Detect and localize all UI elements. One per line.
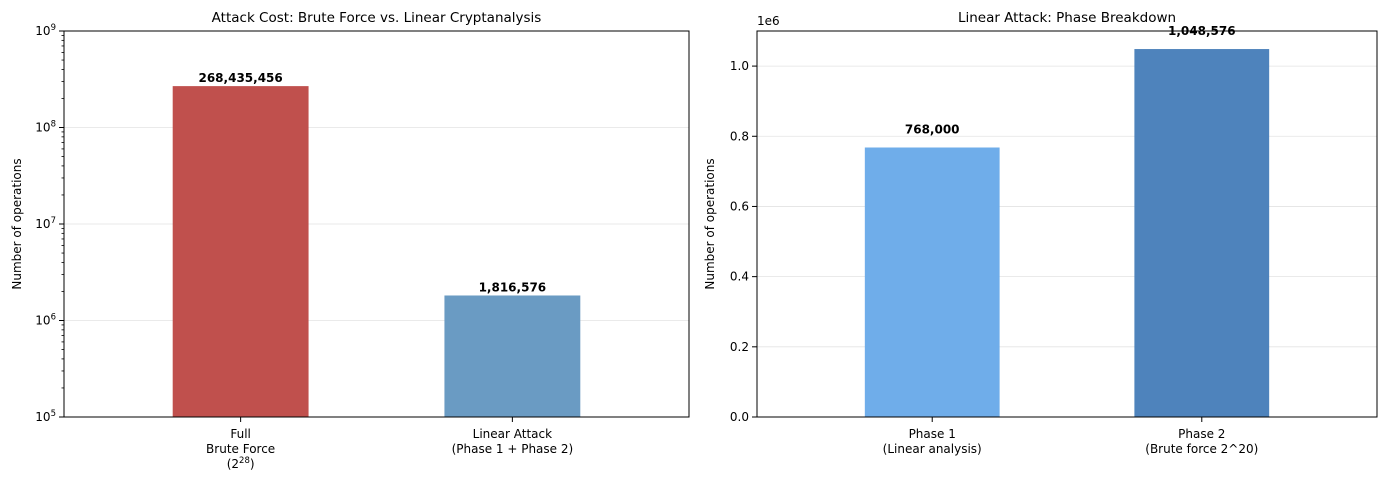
bar bbox=[172, 86, 309, 418]
y-tick-label: 106 bbox=[35, 313, 56, 328]
chart-left-bars: 268,435,456 1,816,576 bbox=[172, 71, 581, 418]
chart-right: Linear Attack: Phase Breakdown Number of… bbox=[703, 10, 1378, 456]
bar bbox=[864, 147, 1000, 417]
x-tick-label: (Linear analysis) bbox=[883, 442, 982, 456]
y-tick-label: 109 bbox=[35, 23, 56, 38]
x-tick-label: (Phase 1 + Phase 2) bbox=[452, 442, 574, 456]
bar-value-label: 768,000 bbox=[905, 123, 960, 137]
y-tick-label: 0.6 bbox=[730, 199, 749, 213]
chart-right-x-ticks: Phase 1(Linear analysis) Phase 2(Brute fo… bbox=[883, 417, 1258, 456]
y-tick-label: 0.0 bbox=[730, 410, 749, 424]
x-tick-label: Brute Force bbox=[206, 442, 275, 456]
x-tick-label: Linear Attack bbox=[473, 427, 552, 441]
x-tick-label: (Brute force 2^20) bbox=[1145, 442, 1258, 456]
chart-left-ylabel: Number of operations bbox=[10, 158, 24, 289]
bar bbox=[444, 295, 581, 417]
chart-left: Attack Cost: Brute Force vs. Linear Cryp… bbox=[10, 10, 690, 471]
y-tick-label: 0.8 bbox=[730, 129, 749, 143]
chart-right-frame bbox=[756, 30, 1378, 418]
chart-right-offset-label: 1e6 bbox=[757, 14, 780, 28]
chart-right-ylabel: Number of operations bbox=[703, 158, 717, 289]
y-tick-label: 107 bbox=[35, 216, 56, 231]
bar-value-label: 268,435,456 bbox=[198, 71, 282, 85]
chart-right-y-ticks: 0.0 0.2 0.4 0.6 0.8 1.0 bbox=[730, 59, 757, 424]
y-tick-label: 1.0 bbox=[730, 59, 749, 73]
x-tick-label: Full bbox=[230, 427, 251, 441]
chart-left-grid bbox=[64, 127, 689, 321]
y-tick-label: 0.4 bbox=[730, 270, 749, 284]
chart-left-title: Attack Cost: Brute Force vs. Linear Cryp… bbox=[212, 10, 542, 26]
chart-left-frame bbox=[63, 30, 690, 418]
bar-value-label: 1,816,576 bbox=[479, 280, 547, 294]
chart-right-title: Linear Attack: Phase Breakdown bbox=[958, 10, 1176, 26]
x-tick-label: Phase 2 bbox=[1178, 427, 1225, 441]
x-tick-label: Phase 1 bbox=[909, 427, 956, 441]
bar bbox=[1134, 49, 1270, 417]
y-tick-label: 108 bbox=[35, 120, 56, 135]
chart-left-y-ticks: 105 106 107 108 109 bbox=[35, 23, 64, 424]
chart-right-grid bbox=[757, 65, 1377, 348]
y-tick-label: 105 bbox=[35, 409, 56, 424]
y-tick-label: 0.2 bbox=[730, 340, 749, 354]
x-tick-label: (228) bbox=[227, 456, 255, 471]
